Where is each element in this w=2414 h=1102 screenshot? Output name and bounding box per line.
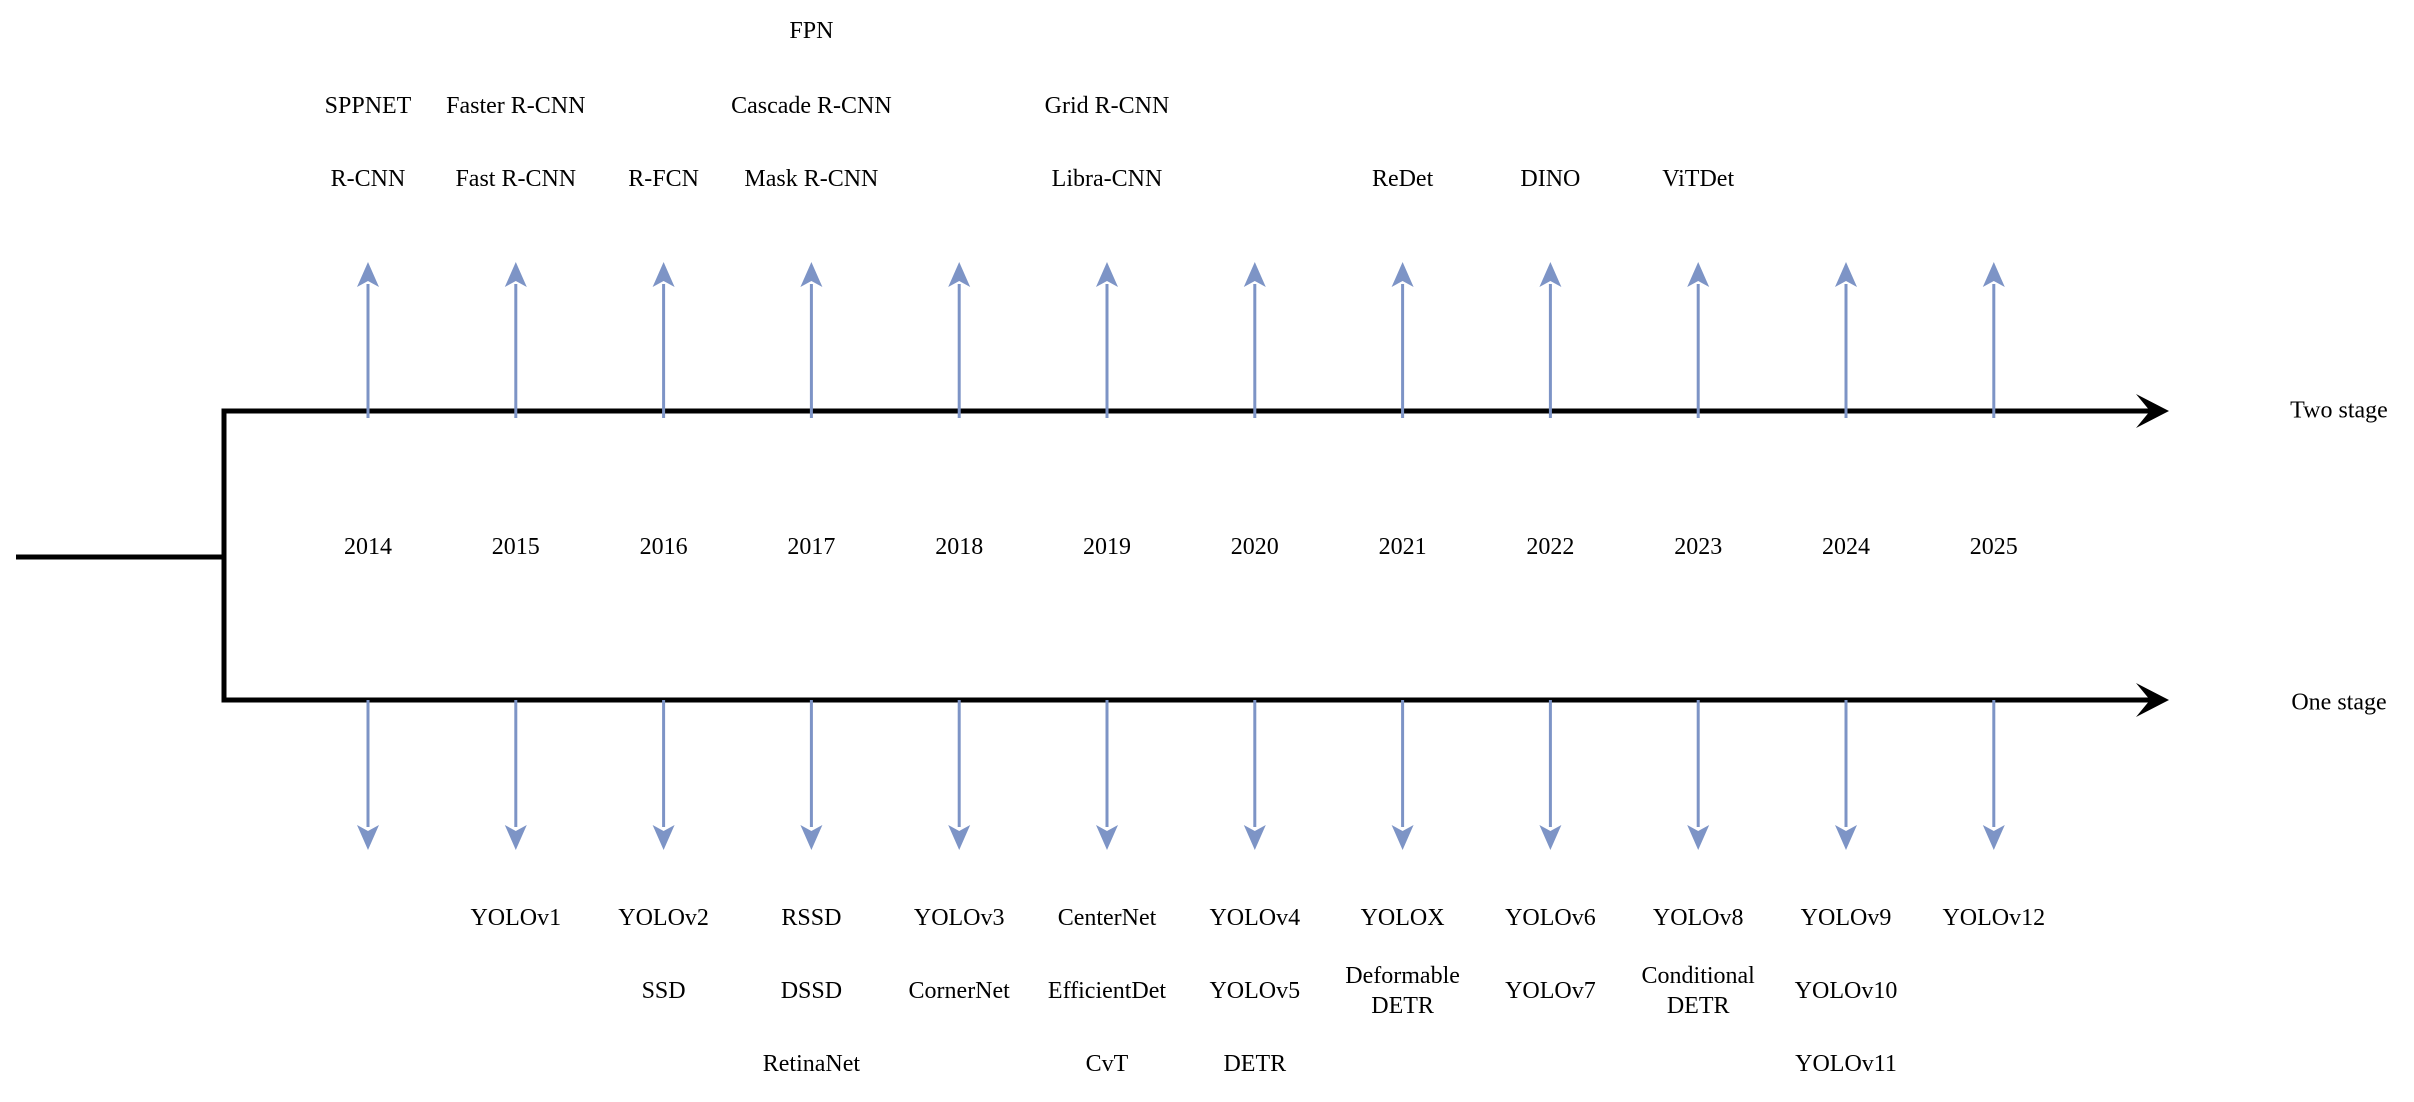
model-label-two-stage: ViTDet — [1662, 166, 1735, 192]
model-label-one-stage: YOLOv9 — [1800, 905, 1892, 931]
model-label-two-stage: DINO — [1520, 166, 1581, 192]
model-label-one-stage: YOLOv6 — [1505, 905, 1596, 931]
up-arrow-icon — [948, 262, 971, 287]
year-label: 2019 — [1083, 534, 1131, 560]
year-label: 2022 — [1526, 534, 1575, 560]
model-label-two-stage: Cascade R-CNN — [731, 93, 892, 119]
model-label-one-stage: SSD — [641, 978, 686, 1004]
up-arrow-icon — [1096, 262, 1118, 287]
two-stage-branch-label: Two stage — [2290, 397, 2388, 424]
up-arrow-icon — [1243, 262, 1266, 287]
model-label-one-stage: YOLOX — [1360, 905, 1445, 931]
model-label-two-stage: Faster R-CNN — [446, 93, 586, 119]
model-label-one-stage: Deformable DETR — [1345, 963, 1460, 1019]
one-stage-branch-label: One stage — [2291, 689, 2387, 716]
up-arrow-icon — [1687, 262, 1710, 287]
model-label-two-stage: R-CNN — [330, 166, 406, 192]
year-label: 2025 — [1969, 534, 2018, 560]
down-arrow-icon — [504, 825, 527, 850]
model-label-two-stage: ReDet — [1371, 166, 1434, 192]
year-label: 2023 — [1674, 534, 1723, 560]
model-label-one-stage: Conditional DETR — [1641, 963, 1755, 1019]
up-arrow-icon — [504, 262, 527, 287]
up-arrow-icon — [1391, 262, 1414, 287]
model-label-one-stage: RSSD — [781, 905, 842, 931]
up-arrow-icon — [357, 262, 379, 287]
model-label-one-stage: DSSD — [780, 978, 843, 1004]
two-stage-right-arrow-icon — [2136, 394, 2169, 428]
model-label-one-stage: YOLOv10 — [1794, 978, 1898, 1004]
model-label-one-stage: CornerNet — [908, 978, 1010, 1004]
up-arrow-icon — [652, 262, 675, 287]
model-label-one-stage: RetinaNet — [762, 1051, 861, 1077]
model-label-one-stage: YOLOv5 — [1209, 978, 1301, 1004]
year-label: 2016 — [639, 534, 688, 560]
model-label-one-stage: YOLOv1 — [470, 905, 562, 931]
down-arrow-icon — [1687, 825, 1710, 850]
model-label-one-stage: CvT — [1085, 1051, 1129, 1077]
model-label-one-stage: YOLOv11 — [1795, 1051, 1897, 1077]
down-arrow-icon — [1096, 825, 1118, 850]
year-label: 2020 — [1230, 534, 1279, 560]
model-label-one-stage: YOLOv4 — [1209, 905, 1301, 931]
model-label-one-stage: EfficientDet — [1047, 978, 1167, 1004]
down-arrow-icon — [1539, 825, 1562, 850]
year-label: 2014 — [344, 534, 392, 560]
model-label-two-stage: Grid R-CNN — [1044, 93, 1170, 119]
model-label-one-stage: DETR — [1223, 1051, 1287, 1077]
model-label-two-stage: FPN — [789, 18, 834, 44]
model-label-two-stage: Mask R-CNN — [744, 166, 879, 192]
up-arrow-icon — [1539, 262, 1562, 287]
year-label: 2021 — [1378, 534, 1427, 560]
model-label-one-stage: YOLOv8 — [1652, 905, 1744, 931]
one-stage-right-arrow-icon — [2136, 683, 2169, 717]
model-label-one-stage: YOLOv3 — [913, 905, 1005, 931]
year-label: 2024 — [1822, 534, 1870, 560]
down-arrow-icon — [1835, 825, 1857, 850]
down-arrow-icon — [1391, 825, 1414, 850]
down-arrow-icon — [800, 825, 823, 850]
year-label: 2017 — [787, 534, 836, 560]
up-arrow-icon — [1835, 262, 1857, 287]
model-label-one-stage: CenterNet — [1057, 905, 1157, 931]
model-label-two-stage: Libra-CNN — [1051, 166, 1163, 192]
model-label-one-stage: YOLOv12 — [1942, 905, 2046, 931]
model-label-one-stage: YOLOv2 — [618, 905, 709, 931]
year-label: 2015 — [491, 534, 540, 560]
down-arrow-icon — [1243, 825, 1266, 850]
down-arrow-icon — [948, 825, 971, 850]
down-arrow-icon — [652, 825, 675, 850]
up-arrow-icon — [800, 262, 823, 287]
model-label-two-stage: Fast R-CNN — [455, 166, 577, 192]
model-label-two-stage: R-FCN — [628, 166, 699, 192]
down-arrow-icon — [1982, 825, 2005, 850]
model-label-one-stage: YOLOv7 — [1505, 978, 1596, 1004]
model-label-two-stage: SPPNET — [324, 93, 412, 119]
up-arrow-icon — [1982, 262, 2005, 287]
down-arrow-icon — [357, 825, 379, 850]
year-label: 2018 — [935, 534, 984, 560]
